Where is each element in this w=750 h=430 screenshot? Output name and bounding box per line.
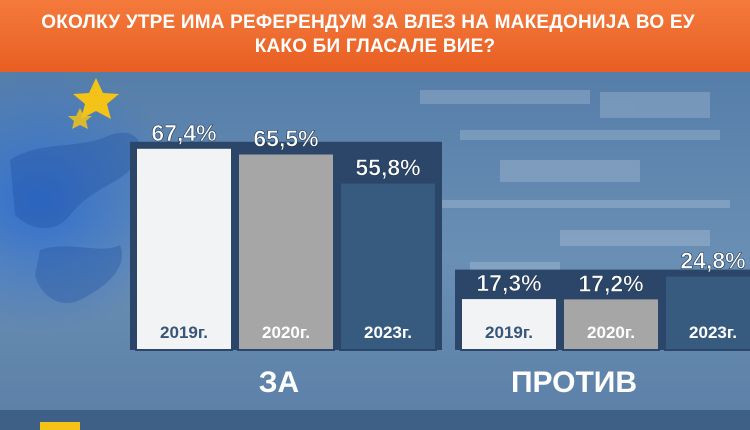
bar-1-2 — [664, 274, 750, 352]
year-label: 2023г. — [364, 323, 412, 342]
europe-map-silhouette — [10, 132, 141, 304]
year-label: 2019г. — [160, 323, 208, 342]
bar-0-1 — [237, 152, 335, 351]
eu-stars — [68, 78, 119, 129]
question-banner: ОКОЛКУ УТРЕ ИМА РЕФЕРЕНДУМ ЗА ВЛЕЗ НА МА… — [0, 0, 750, 72]
question-line-1: ОКОЛКУ УТРЕ ИМА РЕФЕРЕНДУМ ЗА ВЛЕЗ НА МА… — [41, 12, 695, 33]
value-label: 24,8% — [680, 248, 745, 274]
year-label: 2020г. — [262, 323, 310, 342]
star-icon — [73, 78, 119, 119]
value-label: 67,4% — [151, 120, 216, 146]
bar-1-0 — [460, 297, 558, 352]
background-stripes — [420, 90, 730, 272]
question-line-2: КАКО БИ ГЛАСАЛЕ ВИЕ? — [254, 36, 496, 57]
star-icon — [68, 108, 92, 129]
value-label: 17,2% — [578, 270, 643, 296]
value-label: 17,3% — [476, 270, 541, 296]
value-label: 55,8% — [355, 155, 420, 181]
labels-layer: 67,4% 2019г. 65,5% 2020г. 55,8% 2023г. ЗА 17,3%… — [151, 120, 746, 399]
year-label: 2019г. — [485, 323, 533, 342]
year-label: 2020г. — [587, 323, 635, 342]
group-label: ЗА — [259, 366, 299, 399]
value-label: 65,5% — [253, 126, 318, 152]
bar-0-2 — [339, 181, 437, 351]
bars-layer — [130, 141, 750, 352]
bottom-strip — [0, 410, 750, 430]
bar-0-0 — [135, 146, 233, 351]
year-label: 2023г. — [689, 323, 737, 342]
bar-1-1 — [562, 297, 660, 351]
bottom-stars-strip — [40, 422, 80, 430]
group-label: ПРОТИВ — [511, 366, 637, 399]
